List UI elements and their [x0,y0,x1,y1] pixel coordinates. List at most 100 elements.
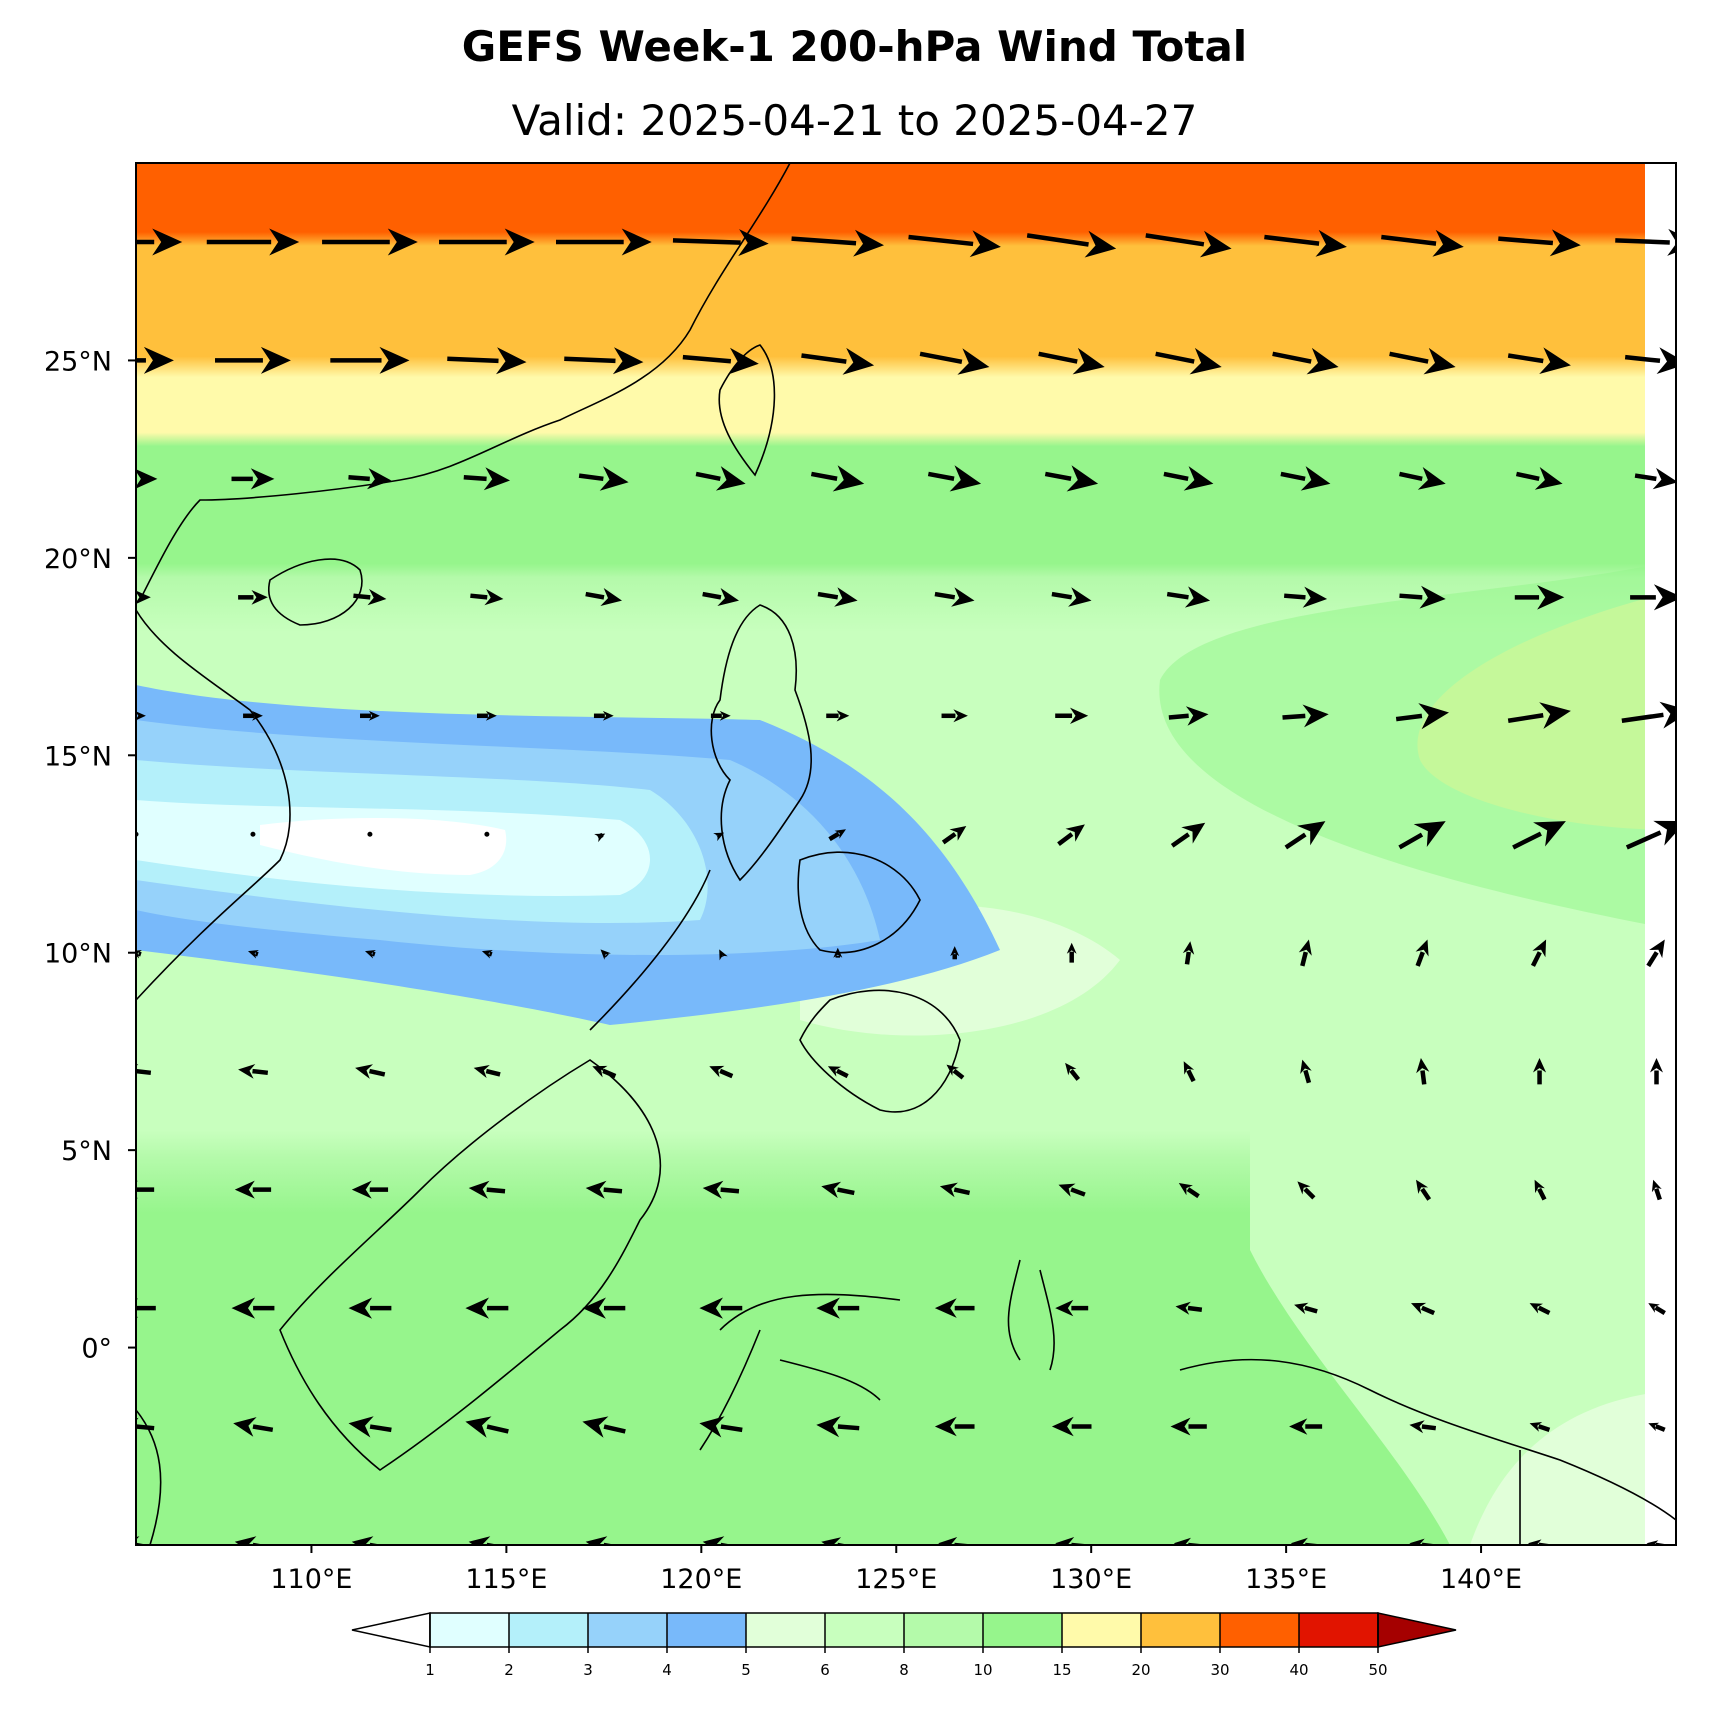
wind-vector [238,1064,269,1079]
wind-vector [1170,1417,1207,1436]
wind-vector [934,1298,975,1318]
coastlines [136,163,1676,1545]
wind-vector [365,950,376,959]
wind-vector [710,710,731,721]
latitude-ticks: 25°N 20°N 15°N 10°N 5°N 0° [44,346,136,1365]
wind-vector [1051,1416,1092,1437]
wind-vector [1155,347,1222,375]
wind-vector [1058,1183,1086,1197]
wind-vector [1534,1179,1547,1201]
wind-vector [1646,1540,1667,1545]
lon-tick-label: 110°E [270,1564,352,1595]
wind-vector [1416,1058,1430,1085]
wind-vector [231,1297,275,1319]
wind-vector [1173,1537,1204,1545]
lon-tick-label: 135°E [1245,1564,1327,1595]
wind-vector [1530,939,1547,967]
wind-vector-calm [250,831,256,837]
wind-vector [330,346,410,374]
wind-vector [1182,941,1195,965]
wind-vector [1051,587,1092,607]
coastline-halmahera [1007,1259,1055,1371]
wind-vector [1057,824,1085,846]
wind-vector [447,347,527,375]
wind-vector [908,230,1001,258]
wind-vector [476,710,497,721]
wind-vector [470,589,504,606]
wind-vector [833,947,843,958]
coastline-sumatra [136,1409,162,1545]
wind-vector [1515,467,1563,490]
wind-vector [136,346,174,374]
wind-vector [699,1297,743,1319]
wind-vector [1298,939,1312,967]
wind-vector [1282,704,1329,728]
wind-vector [695,466,746,491]
wind-vector [828,829,846,842]
wind-vector [1395,703,1449,730]
wind-vector [1648,1303,1666,1315]
wind-vector [481,950,493,959]
wind-vector [1415,939,1429,967]
longitude-ticks: 110°E 115°E 120°E 125°E 130°E 135°E 140°E [270,1545,1522,1595]
wind-vector [699,1416,743,1438]
wind-vector [1507,702,1571,729]
coastline-mindanao [799,989,961,1113]
lat-tick-label: 10°N [44,939,112,970]
wind-vector [234,1180,272,1199]
wind-vector [1411,1302,1436,1316]
wind-vector [1026,230,1117,258]
wind-vector [816,1297,860,1319]
wind-vector [1498,229,1581,257]
wind-vector [1646,939,1665,968]
coastline-palawan [589,869,711,1031]
wind-vector [1416,1179,1432,1201]
wind-vector [348,1297,392,1319]
wind-vector [1272,347,1339,375]
wind-vector [821,1537,850,1545]
wind-vector [682,347,759,375]
wind-vector [348,1416,392,1438]
wind-vector [1399,467,1446,490]
lat-tick-label: 15°N [44,741,112,772]
lat-tick-label: 20°N [44,544,112,575]
wind-vector [1289,1418,1323,1435]
wind-vector [215,346,291,374]
wind-vector [1507,347,1571,374]
wind-vector [934,587,975,607]
map-blank-strip [1645,163,1676,1545]
wind-vector [938,1537,972,1545]
wind-vector [351,1536,383,1545]
wind-vector [821,1181,855,1199]
wind-vector [801,347,875,375]
wind-vector [950,946,960,960]
wind-vector [238,590,268,605]
wind-vector [1514,585,1565,610]
wind-vector [1398,821,1446,850]
lat-tick-label: 5°N [61,1136,112,1167]
wind-vector [1066,942,1077,963]
wind-vector [136,469,158,489]
wind-vector [1409,1420,1437,1434]
wind-vector [593,710,614,721]
wind-vector-calm [367,831,373,837]
wind-vector [555,228,652,256]
map-title: GEFS Week-1 200-hPa Wind Total [461,22,1248,71]
wind-vector [1168,706,1209,726]
wind-vector [1625,820,1676,850]
wind-vector [1280,466,1331,491]
lon-tick-label: 125°E [855,1564,937,1595]
wind-vector [1512,821,1566,850]
wind-vector [1650,1058,1663,1085]
wind-vector [927,465,982,492]
wind-vector [713,832,725,842]
wind-vector [234,1536,266,1545]
wind-vector [353,589,387,606]
wind-vector [1055,1299,1089,1317]
wind-vector-calm [484,831,490,837]
wind-vector [465,1416,509,1438]
wind-vector [1621,701,1676,729]
wind-vector [941,709,968,723]
wind-vector [1399,585,1446,609]
coastline-sulawesi [699,1293,901,1451]
